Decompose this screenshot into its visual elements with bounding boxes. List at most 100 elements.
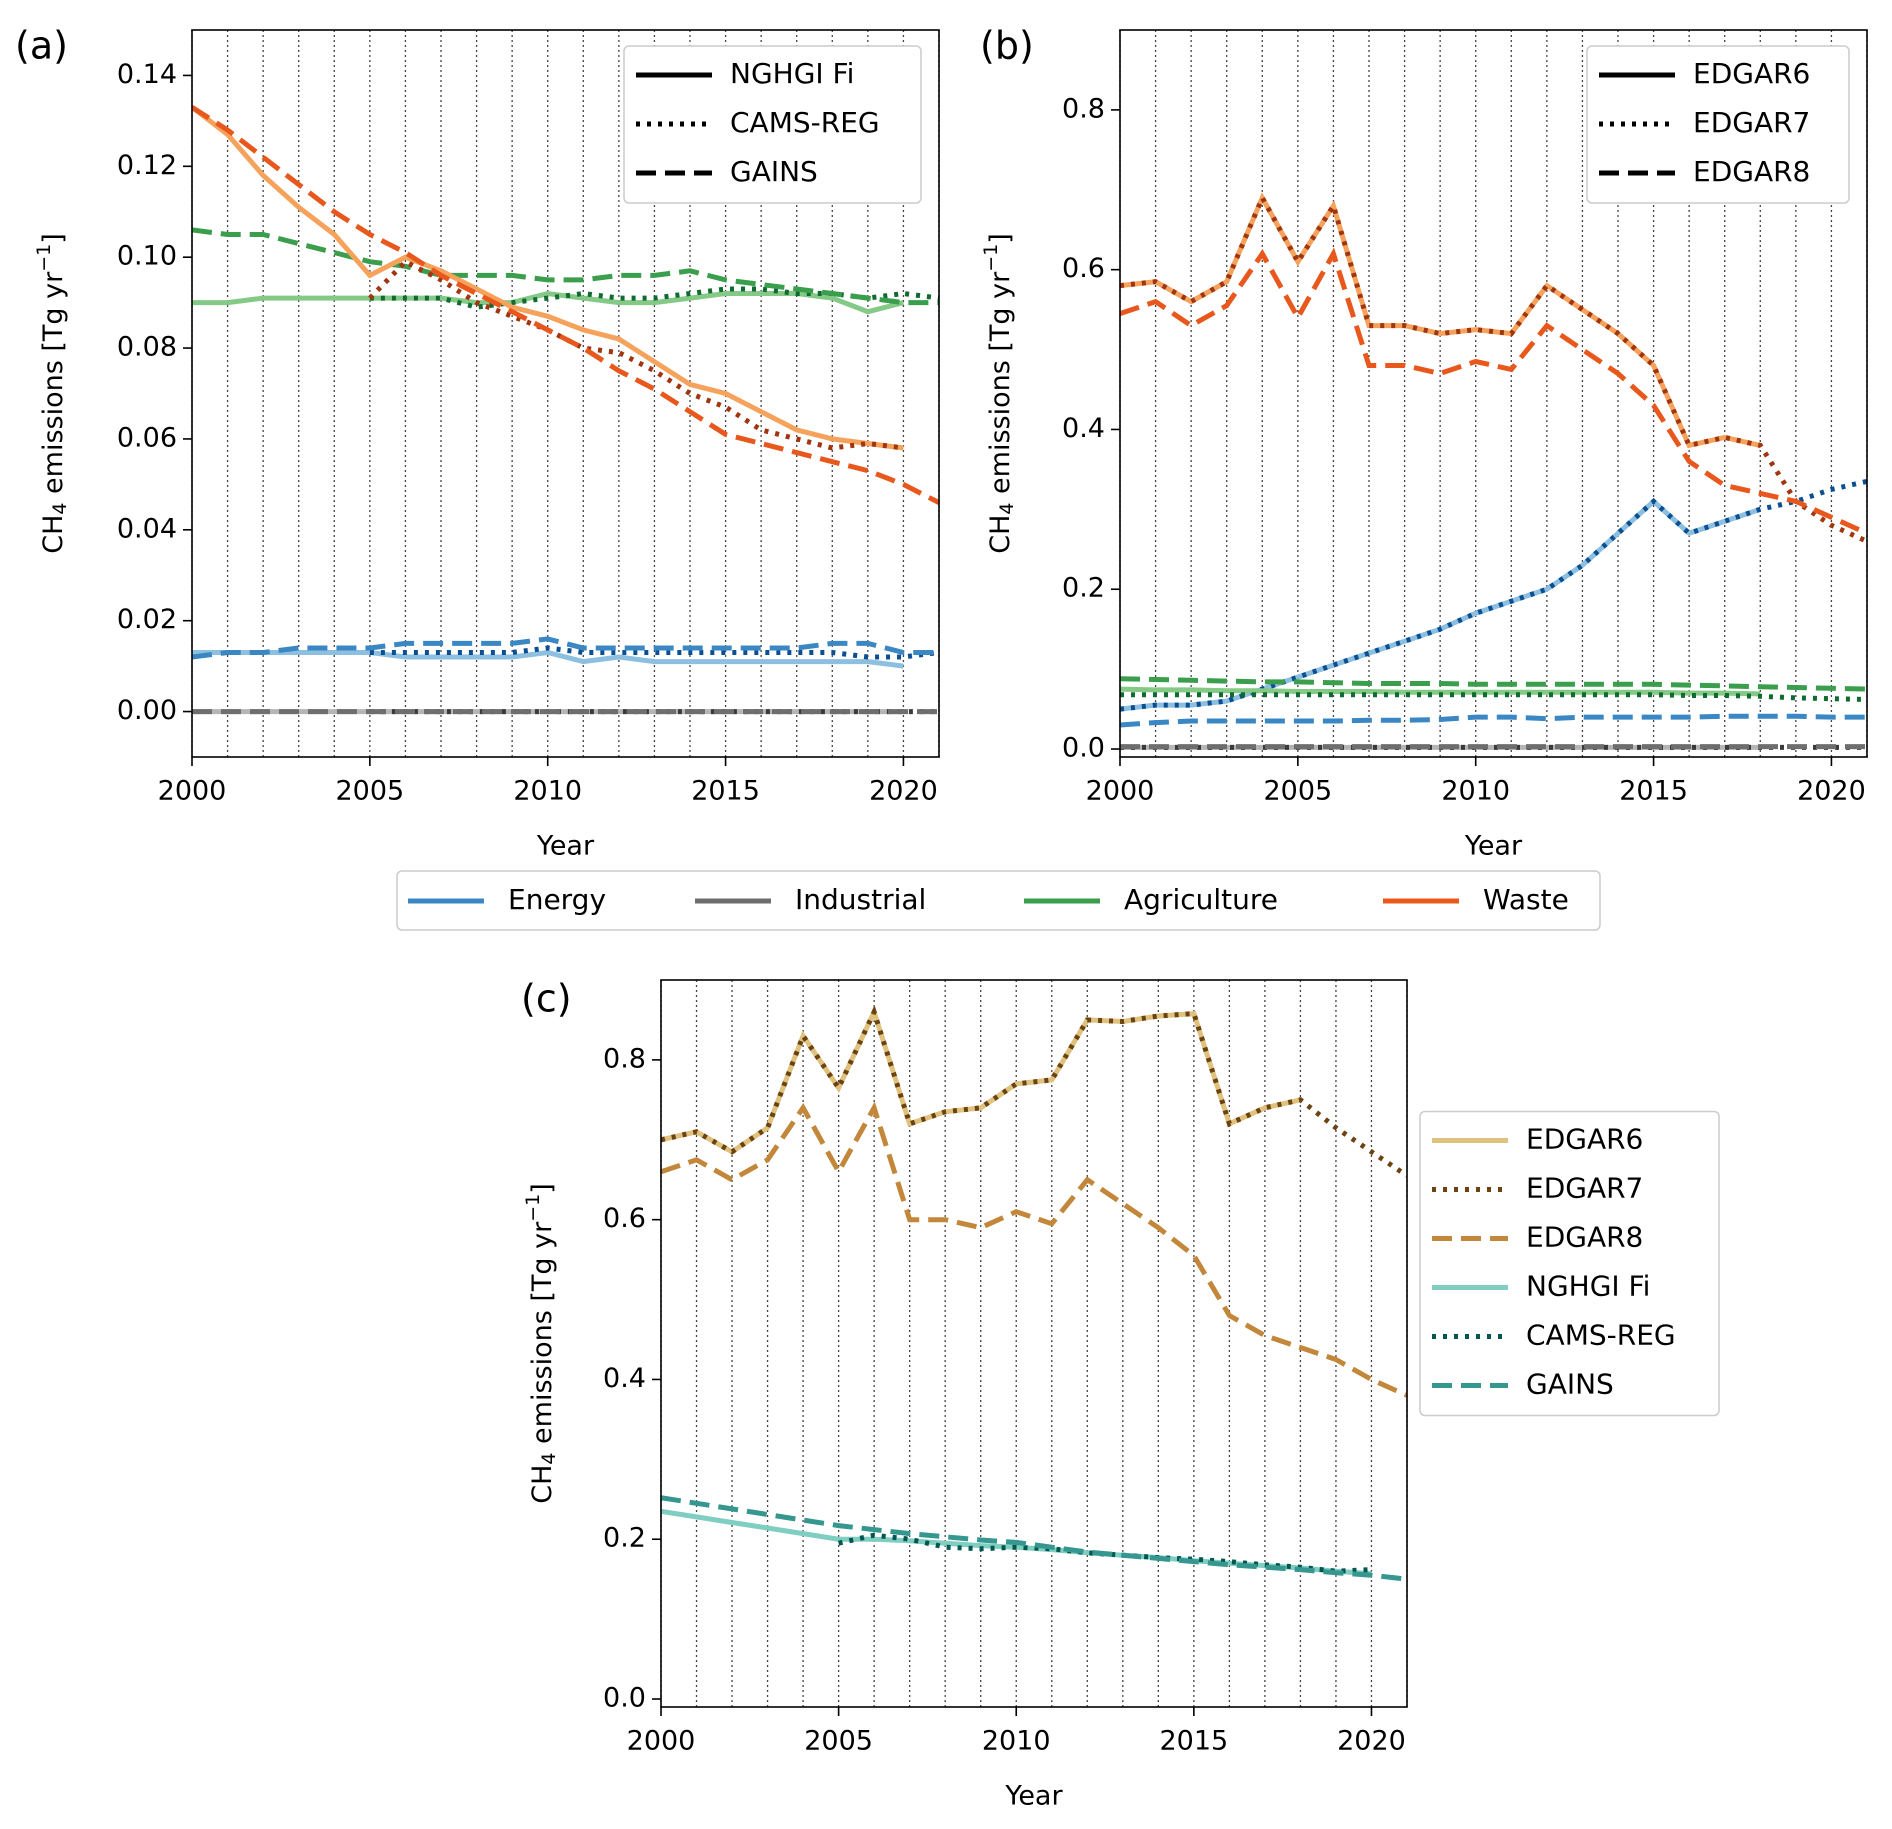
series-line (661, 1495, 1407, 1582)
y-axis-label-part: 4 (996, 503, 1018, 515)
axes-frame (660, 979, 1408, 1708)
panel-label: (b) (980, 24, 1034, 68)
y-tick-label: 0.8 (1062, 93, 1105, 124)
legend-label: GAINS (730, 155, 818, 188)
y-axis-label-part: ] (38, 233, 69, 244)
y-axis-label-part: CH (527, 1465, 558, 1504)
y-axis-label-part: ] (985, 233, 1016, 244)
y-axis-label: CH4 emissions [Tg yr−1] (522, 1183, 560, 1504)
x-axis-label: Year (1004, 1781, 1063, 1812)
legend-label: EDGAR6 (1526, 1123, 1643, 1156)
legend-box (623, 45, 922, 204)
y-axis-label-part: 4 (538, 1453, 560, 1465)
x-tick-label: 2010 (513, 776, 582, 807)
y-axis-label-part: −1 (33, 244, 55, 272)
series-line (1120, 692, 1867, 702)
y-axis-label-part: emissions [Tg yr (38, 271, 69, 503)
y-tick-label: 0.2 (603, 1523, 646, 1554)
y-tick-label: 0.2 (1062, 573, 1105, 604)
legend-label: Waste (1483, 883, 1569, 916)
y-tick-label: 0.6 (603, 1203, 646, 1234)
legend-box (1586, 45, 1850, 204)
y-axis-label: CH4 emissions [Tg yr−1] (980, 233, 1018, 554)
y-tick-label: 0.04 (117, 513, 177, 544)
panel-label: (c) (521, 977, 572, 1021)
y-axis-label-part: CH (985, 515, 1016, 554)
series-line (1120, 192, 1867, 544)
legend-label: GAINS (1526, 1368, 1614, 1401)
y-axis-label-part: emissions [Tg yr (985, 271, 1016, 503)
x-axis-label: Year (1464, 831, 1523, 862)
x-tick-label: 2010 (982, 1726, 1051, 1757)
x-tick-label: 2015 (1159, 1726, 1228, 1757)
x-tick-label: 2020 (1797, 776, 1866, 807)
series-line (661, 1005, 1301, 1155)
series-line (192, 105, 939, 505)
series-line (1120, 247, 1867, 536)
y-tick-label: 0.0 (1062, 733, 1105, 764)
legend-label: Industrial (795, 883, 926, 916)
y-tick-label: 0.02 (117, 604, 177, 635)
chart-panel: 0.0 0.2 0.4 0.6 0.8 2000 2005 2010 2015 2020 Year C… (980, 24, 1868, 862)
legend-label: EDGAR7 (1693, 106, 1810, 139)
y-axis-label-part: −1 (980, 244, 1002, 272)
y-axis-label-part: −1 (522, 1194, 544, 1222)
series-line (369, 645, 939, 660)
legend-label: NGHGI Fi (1526, 1270, 1650, 1303)
legend-label: CAMS-REG (1526, 1319, 1676, 1352)
y-tick-label: 0.14 (117, 59, 177, 90)
series-line (838, 1532, 1372, 1574)
x-tick-label: 2000 (1086, 776, 1155, 807)
legend-label: EDGAR6 (1693, 57, 1810, 90)
series-line (661, 1101, 1407, 1398)
y-axis-label-part: CH (38, 515, 69, 554)
y-tick-label: 0.6 (1062, 253, 1105, 284)
x-tick-label: 2005 (804, 1726, 873, 1757)
panel-label: (a) (15, 24, 68, 68)
y-tick-label: 0.0 (603, 1683, 646, 1714)
series-line (192, 636, 939, 660)
x-tick-label: 2000 (627, 1726, 696, 1757)
legend-label: NGHGI Fi (730, 57, 854, 90)
x-tick-label: 2010 (1441, 776, 1510, 807)
legend-box (1419, 1110, 1720, 1417)
y-tick-label: 0.00 (117, 695, 177, 726)
y-tick-label: 0.08 (117, 332, 177, 363)
chart-panel: 0.0 0.2 0.4 0.6 0.8 2000 2005 2010 2015 2020 Year C… (521, 977, 1720, 1812)
x-tick-label: 2005 (335, 776, 404, 807)
series-line (1120, 478, 1867, 712)
series-line (661, 1005, 1407, 1178)
legend-label: Agriculture (1124, 883, 1278, 916)
legend-label: CAMS-REG (730, 106, 880, 139)
y-axis-label-part: emissions [Tg yr (527, 1221, 558, 1453)
legend-label: EDGAR8 (1526, 1221, 1643, 1254)
legend-box (396, 870, 1601, 931)
x-tick-label: 2020 (1337, 1726, 1406, 1757)
legend-label: EDGAR8 (1693, 155, 1810, 188)
y-tick-label: 0.4 (603, 1363, 646, 1394)
y-axis-label-part: 4 (49, 503, 71, 515)
legend-label: EDGAR7 (1526, 1172, 1643, 1205)
y-tick-label: 0.12 (117, 150, 177, 181)
x-tick-label: 2020 (869, 776, 938, 807)
y-tick-label: 0.10 (117, 241, 177, 272)
legend-label: Energy (508, 883, 606, 916)
series-line (1120, 713, 1867, 728)
x-tick-label: 2015 (1619, 776, 1688, 807)
x-tick-label: 2000 (158, 776, 227, 807)
x-tick-label: 2005 (1263, 776, 1332, 807)
y-tick-label: 0.06 (117, 422, 177, 453)
series-line (368, 258, 904, 451)
series-line (1120, 192, 1761, 449)
series-line (192, 649, 904, 669)
x-axis-label: Year (536, 831, 595, 862)
axes-frame (1119, 29, 1868, 758)
series-line (369, 286, 939, 310)
series-line (192, 105, 904, 451)
x-tick-label: 2015 (691, 776, 760, 807)
y-axis-label-part: ] (527, 1183, 558, 1194)
y-tick-label: 0.8 (603, 1043, 646, 1074)
y-axis-label: CH4 emissions [Tg yr−1] (33, 233, 71, 554)
